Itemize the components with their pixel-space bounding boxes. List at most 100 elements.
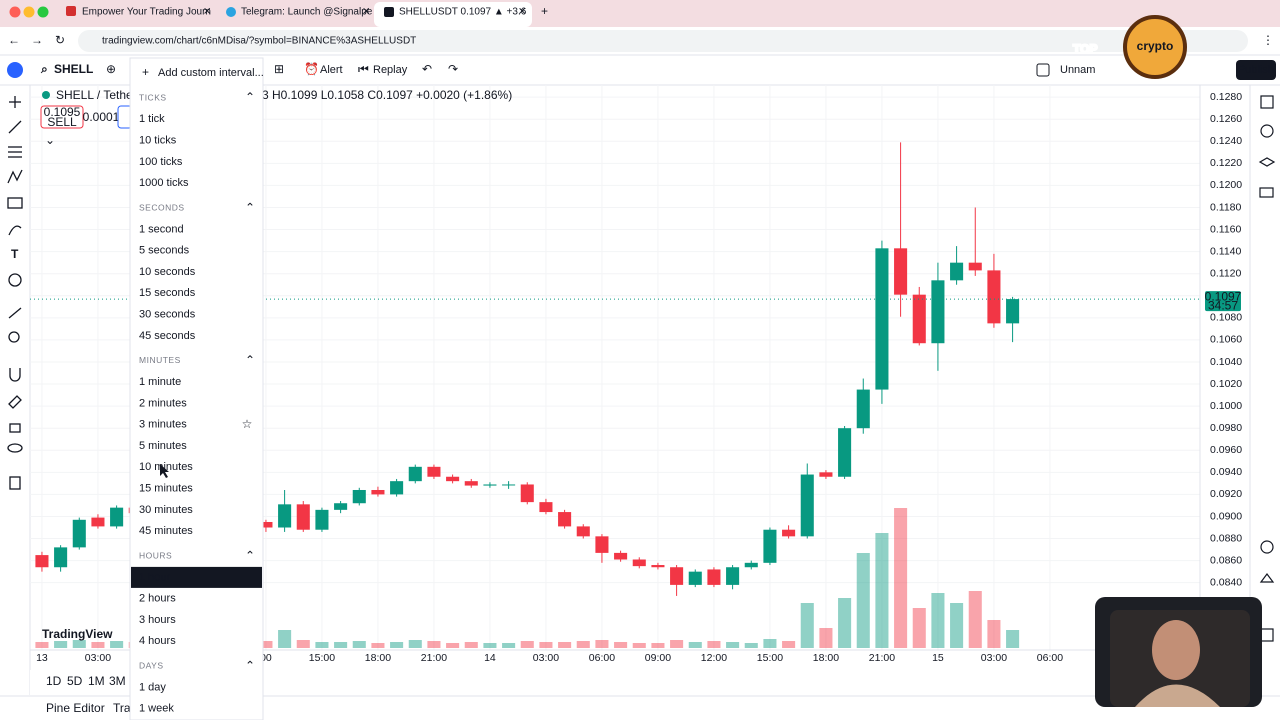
ruler-tool[interactable] [8, 307, 22, 319]
menu-item[interactable]: 1 tick [139, 113, 165, 125]
visibility-tool[interactable] [7, 443, 23, 453]
layers-button[interactable] [1258, 157, 1276, 167]
pattern-tool[interactable] [7, 169, 23, 184]
add-icon[interactable]: + [142, 65, 149, 79]
menu-item[interactable]: 5 seconds [139, 245, 190, 257]
grid-button[interactable] [1260, 628, 1274, 642]
watchlist-button[interactable] [1260, 95, 1274, 109]
menu-item[interactable]: 1 day [139, 681, 166, 693]
legend-toggle[interactable]: ⌄ [45, 133, 55, 147]
reload-button[interactable]: ↻ [55, 33, 65, 47]
text-tool[interactable]: T [11, 247, 19, 261]
menu-item[interactable]: 3 hours [139, 614, 176, 626]
menu-collapse[interactable]: ⌃ [245, 200, 255, 214]
delete-tool[interactable] [9, 476, 21, 490]
layout-name[interactable]: Unnam [1060, 64, 1095, 76]
menu-item[interactable]: 5 minutes [139, 440, 187, 452]
brush-tool[interactable] [8, 225, 22, 236]
lock-draw-tool[interactable] [8, 395, 22, 409]
chat-button[interactable] [1259, 187, 1274, 198]
projection-tool[interactable] [7, 197, 23, 209]
replay-button[interactable]: Replay [373, 64, 408, 76]
tab-close[interactable]: ✕ [203, 7, 211, 18]
menu-item[interactable]: 1 week [139, 703, 174, 715]
tab-title[interactable]: Empower Your Trading Journ [82, 7, 211, 18]
publish-button[interactable] [1236, 60, 1276, 80]
magnet-tool[interactable] [9, 368, 21, 382]
candle-body [520, 484, 534, 503]
menu-item[interactable]: 4 hours [139, 635, 176, 647]
menu-item[interactable]: 10 minutes [139, 461, 193, 473]
add-custom-interval[interactable]: Add custom interval... [158, 67, 264, 79]
menu-item[interactable]: 30 minutes [139, 504, 193, 516]
target-button[interactable] [1260, 540, 1274, 554]
trendline-tool[interactable] [8, 120, 22, 134]
address-bar[interactable] [78, 30, 1248, 52]
redo-button[interactable]: ↷ [448, 62, 458, 76]
menu-collapse[interactable]: ⌃ [245, 658, 255, 672]
tab-icon [66, 6, 76, 16]
candle-body [875, 248, 889, 390]
menu-item[interactable]: 1 minute [139, 376, 181, 388]
url[interactable]: tradingview.com/chart/c6nMDisa/?symbol=B… [102, 36, 416, 47]
range-button[interactable]: 3M [109, 674, 126, 688]
sell-button[interactable] [40, 105, 84, 129]
tab-title[interactable]: SHELLUSDT 0.1097 ▲ +3.6 [399, 7, 527, 18]
publish-label[interactable]: Publish [1238, 64, 1274, 76]
menu-item[interactable]: 10 ticks [139, 135, 177, 147]
menu-item[interactable]: 1 hour [139, 571, 171, 583]
undo-button[interactable]: ↶ [422, 62, 432, 76]
menu-item[interactable]: 2 minutes [139, 397, 187, 409]
menu-item[interactable]: 2 hours [139, 593, 176, 605]
menu-collapse[interactable]: ⌃ [245, 90, 255, 104]
menu-collapse[interactable]: ⌃ [245, 548, 255, 562]
layout-icon[interactable] [1036, 63, 1050, 77]
menu-collapse[interactable]: ⌃ [245, 353, 255, 367]
new-tab[interactable]: + [541, 4, 548, 18]
tab-close[interactable]: ✕ [362, 7, 370, 18]
lock-tool[interactable] [9, 423, 21, 433]
active-tab[interactable] [374, 2, 532, 27]
bottom-tab[interactable]: Pine Editor [46, 701, 105, 715]
tab-title[interactable]: Telegram: Launch @Signalpe [241, 7, 373, 18]
sell-price[interactable]: 0.1095 [44, 105, 81, 119]
menu-item[interactable]: 100 ticks [139, 156, 183, 168]
range-button[interactable]: 5D [67, 674, 83, 688]
candle-body [819, 472, 833, 477]
menu-item[interactable]: 15 minutes [139, 483, 193, 495]
symbol[interactable]: SHELL [54, 62, 93, 76]
volume-bar [931, 593, 945, 648]
menu-item[interactable]: 1000 ticks [139, 177, 189, 189]
menu-item[interactable]: 1 second [139, 223, 184, 235]
menu-item[interactable]: 45 minutes [139, 525, 193, 537]
sell-label[interactable]: SELL [47, 115, 77, 129]
symbol-search[interactable]: ⌕ [40, 62, 48, 76]
window-zoom[interactable] [37, 6, 49, 18]
compare-button[interactable]: ⊕ [106, 62, 116, 76]
menu-item[interactable]: 30 seconds [139, 309, 196, 321]
back-button[interactable]: ← [8, 33, 20, 47]
tab-close[interactable]: ✕ [518, 7, 526, 18]
browser-menu[interactable]: ⋮ [1262, 33, 1274, 47]
zoom-tool[interactable] [8, 331, 20, 343]
alerts-button[interactable] [1260, 124, 1274, 138]
replay-icon[interactable]: ⏮ [358, 62, 369, 76]
menu-item[interactable]: 15 seconds [139, 287, 196, 299]
webcam-body [1135, 684, 1220, 707]
window-close[interactable] [9, 6, 21, 18]
range-button[interactable]: 1M [88, 674, 105, 688]
icon-tool[interactable] [8, 273, 22, 287]
alert-icon[interactable]: ⏰ [304, 61, 319, 76]
volume-bar [371, 643, 385, 648]
avatar[interactable] [7, 62, 23, 78]
favorite-star[interactable]: ☆ [242, 417, 253, 431]
range-button[interactable]: 1D [46, 674, 62, 688]
alert-button[interactable]: Alert [320, 64, 343, 76]
indicators-button[interactable]: ⊞ [274, 62, 284, 76]
menu-item[interactable]: 45 seconds [139, 330, 196, 342]
window-minimize[interactable] [23, 6, 35, 18]
menu-item[interactable]: 10 seconds [139, 266, 196, 278]
forward-button[interactable]: → [31, 33, 43, 47]
menu-item[interactable]: 3 minutes [139, 419, 187, 431]
trade-button[interactable] [1259, 573, 1275, 583]
